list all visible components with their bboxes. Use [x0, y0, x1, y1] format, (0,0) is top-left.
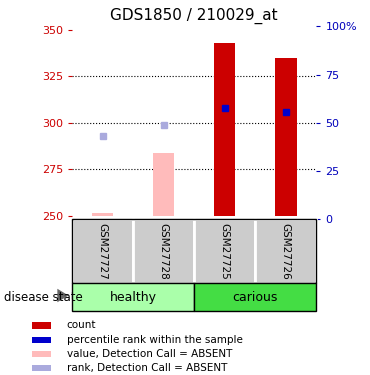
- Bar: [72, 219, 133, 283]
- Text: count: count: [67, 321, 96, 330]
- Bar: [32, 365, 51, 371]
- Text: value, Detection Call = ABSENT: value, Detection Call = ABSENT: [67, 349, 232, 359]
- Text: GSM27726: GSM27726: [281, 223, 291, 280]
- Text: healthy: healthy: [110, 291, 157, 304]
- Bar: [255, 219, 316, 283]
- Bar: [92, 213, 113, 216]
- Text: GSM27728: GSM27728: [159, 223, 169, 280]
- Text: rank, Detection Call = ABSENT: rank, Detection Call = ABSENT: [67, 363, 227, 373]
- Bar: [32, 351, 51, 357]
- Bar: [194, 283, 316, 311]
- Bar: [153, 153, 174, 216]
- Text: GSM27725: GSM27725: [220, 223, 230, 280]
- Bar: [194, 219, 255, 283]
- Text: percentile rank within the sample: percentile rank within the sample: [67, 335, 243, 345]
- Bar: [32, 337, 51, 343]
- Text: carious: carious: [233, 291, 278, 304]
- Bar: [133, 219, 194, 283]
- Bar: [32, 322, 51, 328]
- Title: GDS1850 / 210029_at: GDS1850 / 210029_at: [110, 7, 278, 24]
- Bar: [275, 58, 296, 216]
- Polygon shape: [57, 289, 68, 302]
- Bar: [72, 283, 194, 311]
- Bar: [214, 43, 235, 216]
- Text: GSM27727: GSM27727: [98, 223, 108, 280]
- Text: disease state: disease state: [4, 291, 83, 304]
